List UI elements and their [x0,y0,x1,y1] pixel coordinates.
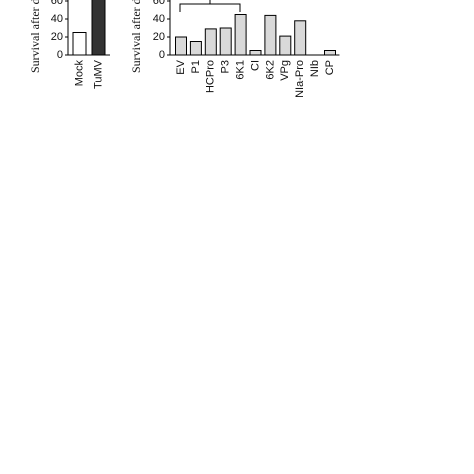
y-tick-label: 40 [153,13,165,25]
y-tick-label: 60 [153,0,165,7]
bar [324,50,336,56]
x-tick-label: Mock [73,60,85,87]
x-tick-label: 6K1 [235,60,247,80]
y-tick-label: 60 [51,0,63,7]
y-tick-label: 20 [51,31,63,43]
x-tick-label: CP [324,60,336,75]
y-tick-label: 0 [57,49,63,61]
y-axis-label: Survival after d [129,0,143,73]
bar [175,36,187,56]
y-tick-label: 0 [159,49,165,61]
x-tick-label: 6K2 [264,60,276,80]
x-tick-label: HCPro [205,60,217,93]
bar [234,14,247,56]
y-axis-label: Survival after d [28,0,42,73]
x-tick-label: NIb [309,60,321,77]
bar [72,32,87,56]
x-tick-label: TuMV [92,59,104,89]
bar [91,0,106,56]
bar [204,28,217,56]
x-tick-label: P3 [220,60,232,73]
x-tick-label: CI [249,60,261,71]
x-tick-label: VPg [279,60,291,81]
bar [264,14,277,56]
bar [279,35,292,56]
bar [294,20,307,56]
bracket [179,0,241,12]
bar [249,50,262,56]
x-tick-label: P1 [190,60,202,73]
x-tick-label: EV [175,59,187,74]
bar [189,41,202,56]
bar [219,27,232,56]
x-tick-label: NIa-Pro [294,60,306,98]
y-tick-label: 20 [153,31,165,43]
y-tick-label: 40 [51,13,63,25]
